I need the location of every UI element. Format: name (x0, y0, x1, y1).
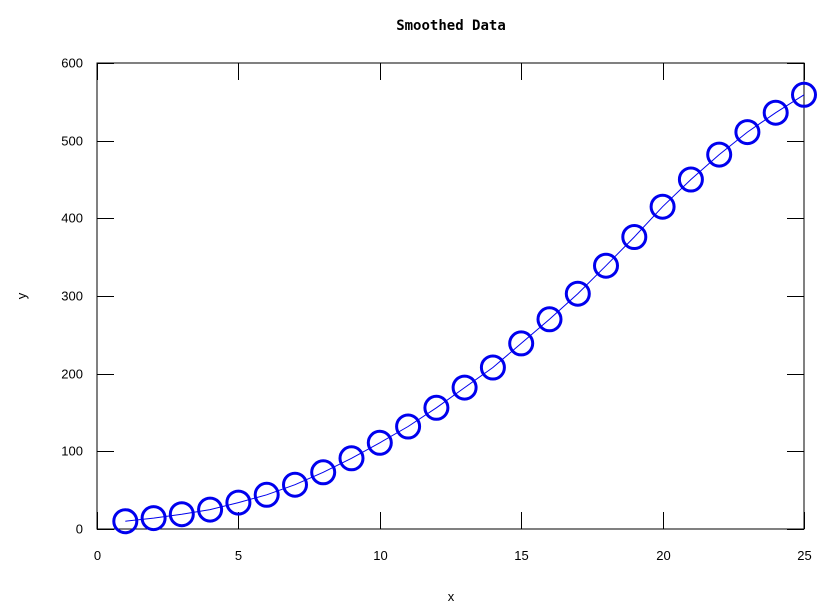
data-point (253, 481, 280, 508)
data-point (479, 354, 506, 381)
x-axis-label: x (448, 589, 455, 604)
x-tick-label: 10 (373, 548, 387, 563)
data-point (395, 413, 422, 440)
data-point (593, 252, 619, 279)
y-tick-label: 300 (61, 289, 83, 304)
series-layer (112, 81, 817, 535)
data-point (366, 429, 393, 456)
data-point (536, 306, 563, 333)
data-point (649, 193, 676, 220)
x-axis: 0 5 10 15 20 25 (94, 63, 812, 563)
data-point (706, 141, 733, 168)
y-tick-label: 0 (76, 522, 83, 537)
data-point (762, 99, 789, 126)
x-tick-label: 20 (656, 548, 670, 563)
plot-frame (96, 62, 805, 530)
y-tick-label: 200 (61, 367, 83, 382)
y-tick-label: 400 (61, 211, 83, 226)
data-point (197, 496, 224, 523)
y-axis: 0 100 200 300 400 500 600 (61, 56, 804, 537)
y-tick-label: 600 (61, 56, 83, 71)
data-point (310, 459, 337, 486)
data-point (791, 81, 817, 108)
data-point (508, 330, 535, 357)
data-point (734, 119, 761, 146)
data-point (451, 374, 478, 401)
x-tick-label: 5 (235, 548, 242, 563)
data-point (168, 501, 195, 528)
data-point (140, 505, 167, 532)
data-point (423, 394, 450, 421)
data-point (112, 508, 139, 535)
data-point (282, 471, 308, 498)
plot-border (96, 62, 805, 530)
x-tick-label: 0 (94, 548, 101, 563)
chart-title: Smoothed Data (396, 18, 506, 34)
data-point (677, 166, 704, 193)
y-tick-label: 500 (61, 134, 83, 149)
series-line (125, 94, 805, 522)
x-tick-label: 25 (797, 548, 811, 563)
y-tick-label: 100 (61, 444, 83, 459)
data-point (621, 224, 648, 250)
data-point (225, 489, 252, 516)
x-tick-label: 15 (514, 548, 528, 563)
data-point (338, 445, 365, 472)
y-axis-label: y (14, 292, 29, 299)
data-point (564, 280, 591, 307)
